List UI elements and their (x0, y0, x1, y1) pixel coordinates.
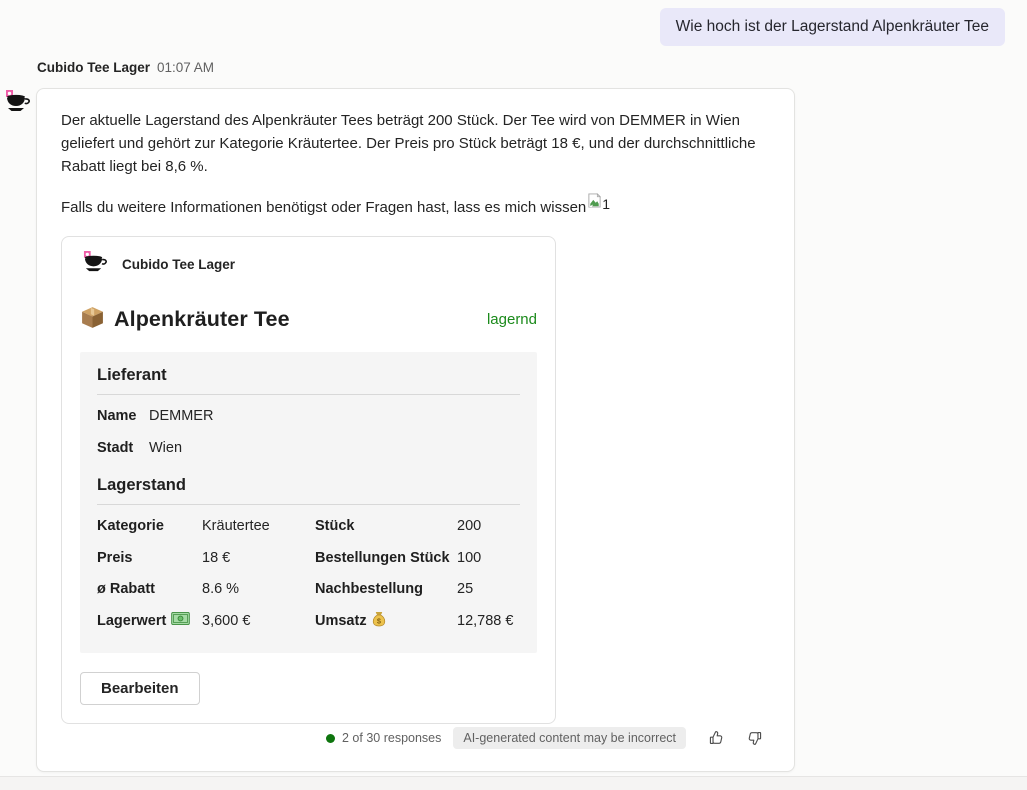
fact-label: Preis (97, 549, 133, 566)
fact-label: Lagerwert (97, 605, 202, 637)
adaptive-card: Cubido Tee Lager Alpenkräuter Tee lagern… (61, 235, 556, 724)
citation-number: 1 (602, 195, 611, 212)
edit-button[interactable]: Bearbeiten (80, 671, 200, 705)
status-badge: lagernd (486, 311, 537, 329)
card-header: Cubido Tee Lager (80, 249, 537, 283)
citation-link[interactable]: 1 (586, 192, 611, 216)
fact-value: 8.6 % (202, 581, 240, 598)
fact-value: 100 (457, 549, 482, 566)
stock-table: Kategorie Kräutertee Stück 200 Preis 18 … (97, 511, 520, 637)
fact-value: 200 (457, 518, 482, 535)
fact-label: Name (97, 408, 137, 425)
card-app-name: Cubido Tee Lager (122, 257, 236, 273)
svg-text:$: $ (377, 616, 382, 625)
thumb-down-icon[interactable] (746, 729, 764, 747)
card-title: Alpenkräuter Tee (114, 307, 290, 332)
user-message-bubble: Wie hoch ist der Lagerstand Alpenkräuter… (659, 8, 1005, 46)
message-paragraph-2-text: Falls du weitere Informationen benötigst… (61, 198, 587, 216)
message-paragraph-1: Der aktuelle Lagerstand des Alpenkräuter… (61, 112, 756, 175)
ai-disclaimer-badge: AI-generated content may be incorrect (453, 727, 686, 749)
supplier-section-heading: Lieferant (97, 365, 167, 384)
stock-section-heading: Lagerstand (97, 475, 186, 494)
card-title-row: Alpenkräuter Tee lagernd (80, 305, 537, 335)
fact-label-text: Lagerwert (97, 612, 167, 629)
responses-count: 2 of 30 responses (342, 731, 442, 745)
fact-label: Bestellungen Stück (315, 549, 450, 566)
fact-label: Umsatz $ (315, 605, 457, 637)
divider (97, 393, 520, 395)
fact-label: Kategorie (97, 518, 164, 535)
responses-status-dot (326, 733, 335, 743)
page-bottom-strip (0, 776, 1027, 790)
fact-value: 18 € (202, 549, 231, 566)
fact-label: ø Rabatt (97, 581, 155, 598)
broken-image-icon (586, 192, 602, 216)
teacup-logo-icon (2, 90, 32, 118)
teacup-logo-icon (80, 250, 109, 279)
fact-label: Nachbestellung (315, 581, 423, 598)
divider (97, 503, 520, 505)
bot-message-card: Der aktuelle Lagerstand des Alpenkräuter… (36, 88, 795, 772)
supplier-table: Name DEMMER Stadt Wien (97, 401, 520, 464)
sender-row: Cubido Tee Lager 01:07 AM (37, 60, 214, 75)
banknote-emoji-icon (171, 612, 191, 629)
fact-value: 12,788 € (457, 612, 514, 629)
bot-name: Cubido Tee Lager (37, 60, 151, 75)
message-timestamp: 01:07 AM (157, 60, 215, 75)
bot-avatar (2, 90, 32, 114)
moneybag-emoji-icon: $ (372, 611, 386, 631)
fact-label: Stück (315, 518, 355, 535)
fact-value: 3,600 € (202, 612, 251, 629)
clipped-bottom-glyph: . . (850, 783, 872, 790)
fact-value: 25 (457, 581, 474, 598)
fact-label: Stadt (97, 439, 134, 456)
message-footer: 2 of 30 responses AI-generated content m… (326, 727, 764, 749)
fact-label-text: Umsatz (315, 612, 367, 629)
thumb-up-icon[interactable] (707, 729, 725, 747)
package-emoji-icon (80, 305, 105, 335)
card-fact-panel: Lieferant Name DEMMER Stadt Wien Lagerst… (80, 351, 537, 653)
message-paragraph-2: Falls du weitere Informationen benötigst… (61, 192, 770, 220)
fact-value: DEMMER (149, 408, 214, 425)
fact-value: Kräutertee (202, 518, 270, 535)
fact-value: Wien (149, 439, 183, 456)
